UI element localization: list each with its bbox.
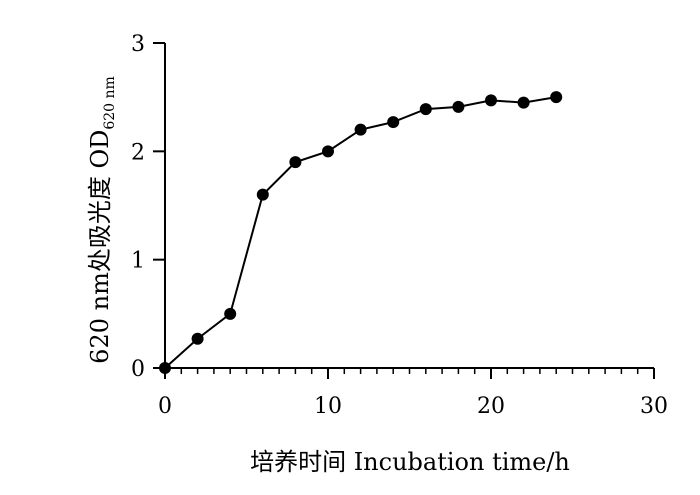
x-axis-title: 培养时间 Incubation time/h: [250, 448, 570, 476]
y-tick-label: 1: [131, 249, 145, 274]
data-point: [517, 96, 530, 109]
data-point: [256, 188, 269, 201]
series-line: [164, 96, 557, 369]
y-axis-title-group: 620 nm处吸光度 OD620 nm: [86, 76, 118, 364]
y-axis-title: 620 nm处吸光度 OD620 nm: [86, 76, 118, 364]
y-tick-label: 3: [131, 32, 145, 57]
data-point: [387, 116, 400, 129]
x-tick-label: 0: [158, 394, 172, 419]
data-point: [419, 103, 432, 116]
data-point: [550, 91, 563, 104]
y-axis-title-main: 620 nm处吸光度 OD: [86, 130, 114, 364]
data-point: [354, 123, 367, 136]
data-point: [322, 145, 334, 158]
x-tick-label: 20: [477, 394, 505, 419]
y-axis-title-subscript: 620 nm: [102, 76, 118, 129]
data-point: [452, 100, 465, 113]
data-point: [191, 332, 204, 345]
x-tick-label: 10: [314, 394, 342, 419]
x-tick-label: 30: [640, 394, 668, 419]
series-layer: [159, 91, 563, 374]
data-point: [159, 362, 171, 374]
y-tick-label: 0: [131, 357, 145, 382]
data-point: [485, 94, 497, 107]
y-tick-label: 2: [131, 140, 145, 165]
data-point: [289, 156, 302, 169]
ticks: 0 10 20 30 0 1 2 3: [131, 32, 668, 419]
data-point: [224, 307, 237, 320]
axes: [153, 43, 654, 369]
